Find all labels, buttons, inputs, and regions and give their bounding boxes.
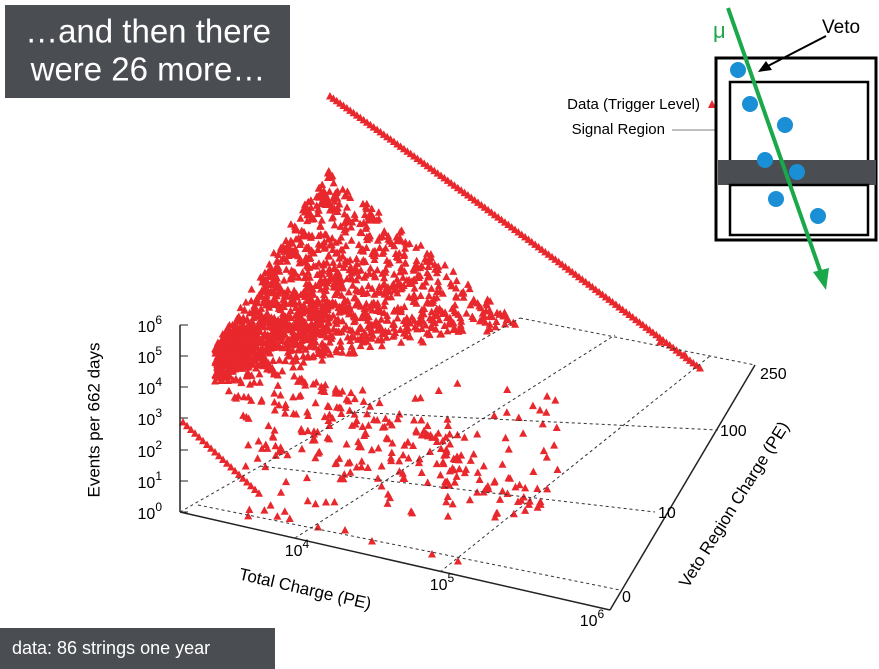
dom [742, 96, 758, 112]
footer: data: 86 strings one year [12, 638, 210, 658]
tick-base: 10 [138, 506, 156, 523]
dom [757, 152, 773, 168]
tick-exponent: 4 [303, 537, 310, 551]
tick-base: 10 [285, 543, 303, 560]
tick-base: 10 [138, 319, 156, 336]
tick-base: 10 [138, 444, 156, 461]
muon-label: μ [713, 18, 726, 43]
tick-label: 250 [760, 366, 787, 383]
tick-exponent: 6 [155, 313, 162, 327]
tick-label: 100 [720, 423, 747, 440]
tick-exponent: 4 [155, 375, 162, 389]
tick-base: 10 [580, 613, 598, 630]
veto-label: Veto [822, 17, 860, 38]
tick-label: 10 [658, 505, 676, 522]
dom [768, 191, 784, 207]
tick-base: 10 [138, 475, 156, 492]
slide: 106105104103102101100104105106010100250 … [0, 0, 879, 669]
tick-base: 10 [138, 381, 156, 398]
tick-exponent: 5 [448, 571, 455, 585]
tick-exponent: 3 [155, 406, 162, 420]
tick-exponent: 2 [155, 438, 162, 452]
dom [789, 164, 805, 180]
tick-exponent: 6 [598, 607, 605, 621]
title-line: …and then there [25, 13, 271, 50]
tick-label: 0 [622, 589, 631, 606]
tick-exponent: 0 [155, 500, 162, 514]
dom [777, 117, 793, 133]
legend-label: Signal Region [572, 121, 665, 138]
dom [730, 62, 746, 78]
tick-base: 10 [138, 350, 156, 367]
tick-base: 10 [138, 412, 156, 429]
dom [810, 208, 826, 224]
z-axis-label: Events per 662 days [84, 343, 103, 498]
legend-label: Data (Trigger Level) [567, 96, 700, 113]
tick-exponent: 5 [155, 344, 162, 358]
tick-base: 10 [430, 577, 448, 594]
title-line: were 26 more… [30, 51, 266, 88]
outer-box [716, 58, 876, 240]
tick-exponent: 1 [155, 469, 162, 483]
